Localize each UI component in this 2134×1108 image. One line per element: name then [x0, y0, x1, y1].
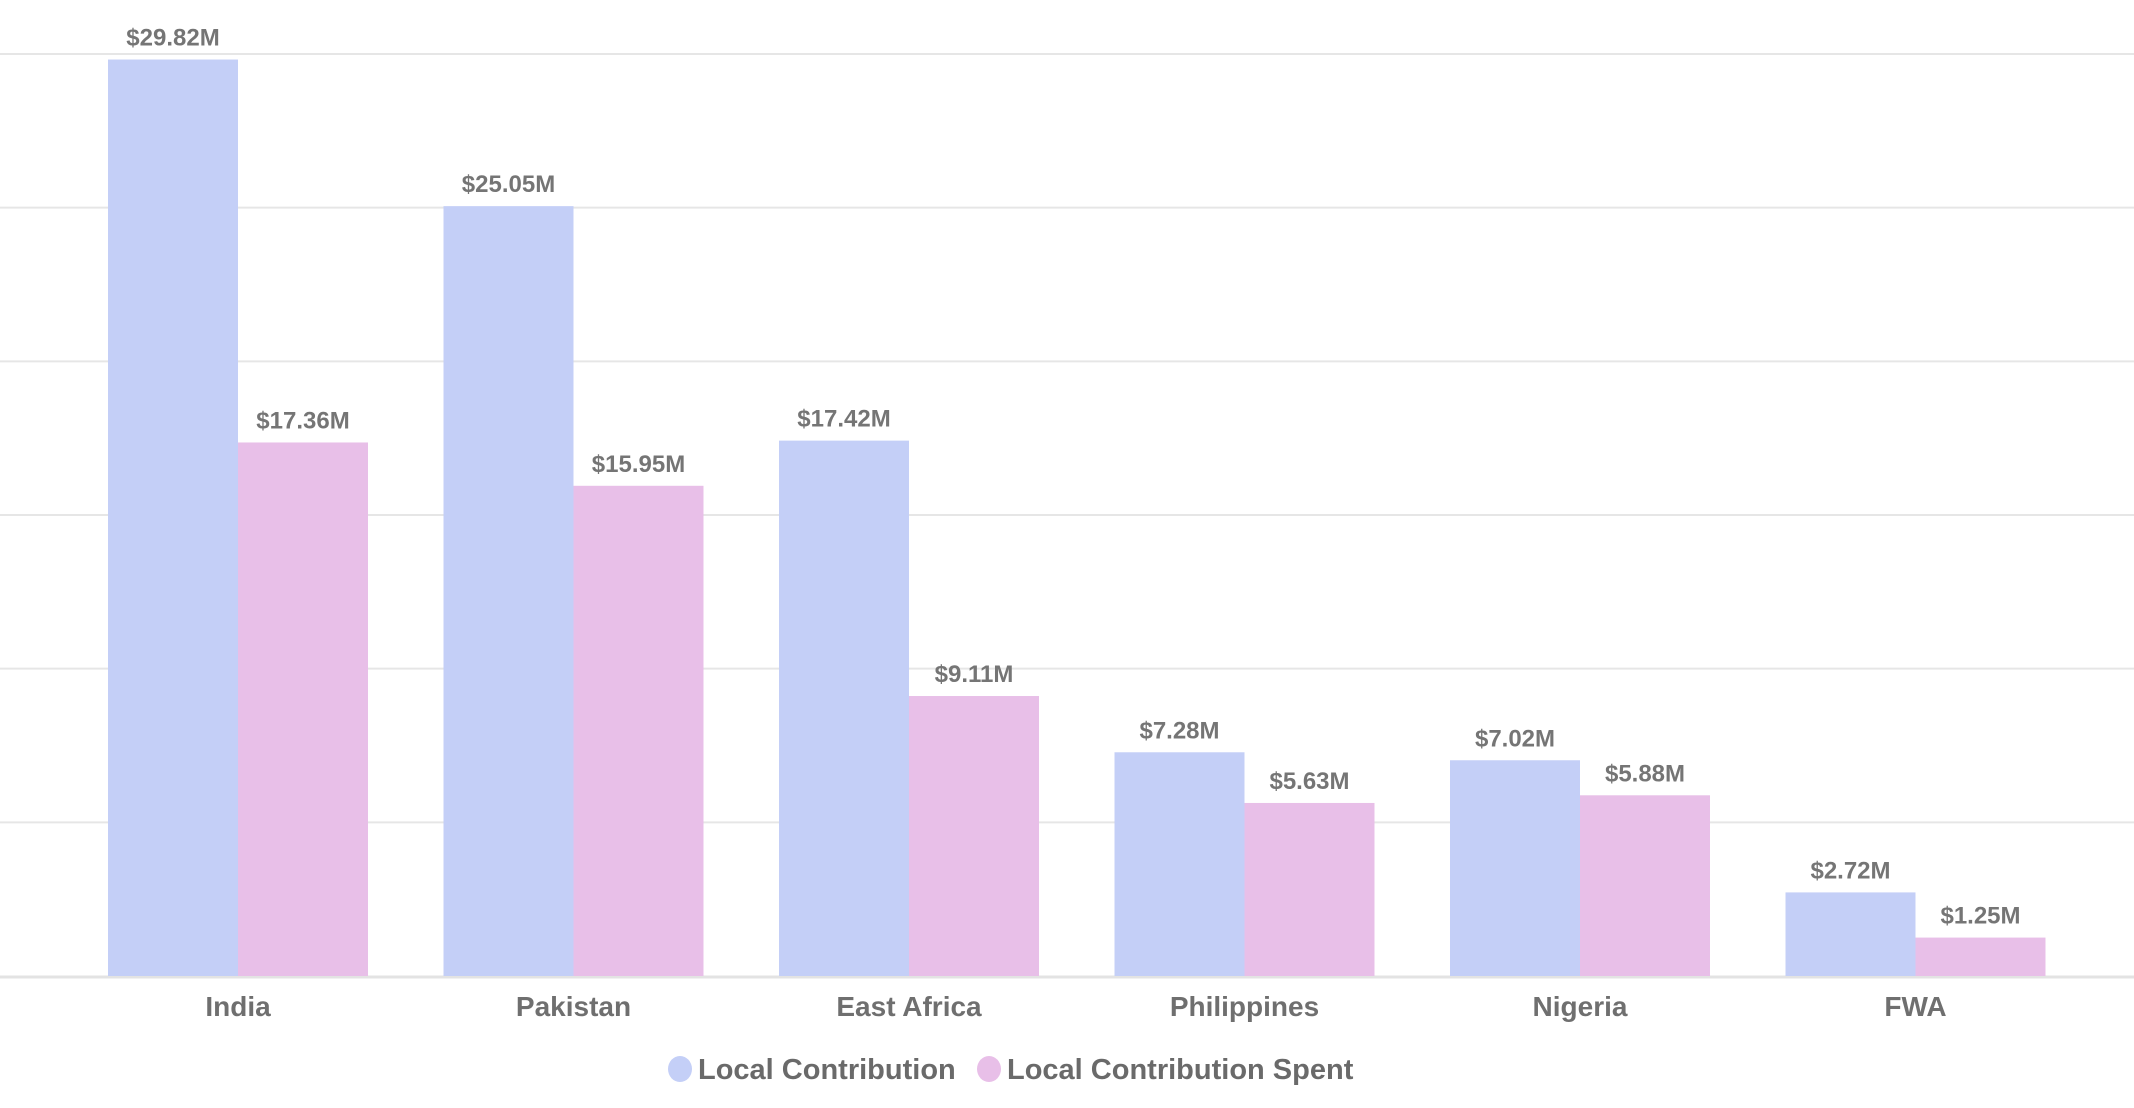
data-label: $9.11M	[935, 661, 1014, 688]
bar-nigeria-spent[interactable]	[1580, 795, 1710, 976]
legend: Local Contribution Local Contribution Spe…	[668, 1054, 1354, 1086]
bar-east-africa-contribution[interactable]	[779, 440, 909, 976]
bar-pakistan-spent[interactable]	[573, 485, 704, 976]
data-label: $25.05M	[462, 171, 555, 198]
legend-item-contribution[interactable]: Local Contribution	[668, 1054, 956, 1086]
x-tick-label: Philippines	[1170, 991, 1319, 1022]
legend-swatch-icon	[977, 1056, 1001, 1082]
bar-fwa-contribution[interactable]	[1785, 892, 1916, 976]
x-tick-label: East Africa	[836, 991, 982, 1022]
bar-india-contribution[interactable]	[108, 59, 238, 977]
data-label: $7.02M	[1475, 725, 1555, 752]
data-label: $1.25M	[1940, 903, 2020, 930]
data-label: $29.82M	[126, 25, 219, 52]
data-label: $5.63M	[1269, 768, 1349, 795]
data-label: $5.88M	[1605, 760, 1685, 787]
legend-swatch-icon	[668, 1056, 692, 1082]
data-label: $17.36M	[256, 407, 349, 434]
data-label: $15.95M	[592, 451, 685, 478]
bar-fwa-spent[interactable]	[1915, 937, 2046, 976]
x-tick-label: FWA	[1884, 991, 1946, 1022]
bar-india-spent[interactable]	[238, 442, 368, 976]
data-label: $2.72M	[1810, 857, 1890, 884]
legend-label: Local Contribution	[698, 1054, 956, 1086]
bar-nigeria-contribution[interactable]	[1450, 760, 1580, 976]
data-label: $7.28M	[1139, 717, 1219, 744]
bars	[108, 59, 2046, 977]
x-tick-label: Nigeria	[1533, 991, 1628, 1022]
x-tick-label: India	[205, 991, 271, 1022]
x-tick-label: Pakistan	[516, 991, 631, 1022]
bar-philippines-spent[interactable]	[1244, 802, 1375, 976]
x-axis: India Pakistan East Africa Philippines Niger…	[205, 991, 1946, 1022]
legend-item-spent[interactable]: Local Contribution Spent	[977, 1054, 1354, 1086]
bar-pakistan-contribution[interactable]	[443, 206, 574, 976]
bar-east-africa-spent[interactable]	[909, 696, 1039, 976]
legend-label: Local Contribution Spent	[1007, 1054, 1354, 1086]
data-labels: $29.82M $17.36M $25.05M $15.95M $17.42M $9.11…	[126, 25, 2020, 930]
data-label: $17.42M	[797, 406, 890, 433]
bar-philippines-contribution[interactable]	[1114, 752, 1245, 976]
